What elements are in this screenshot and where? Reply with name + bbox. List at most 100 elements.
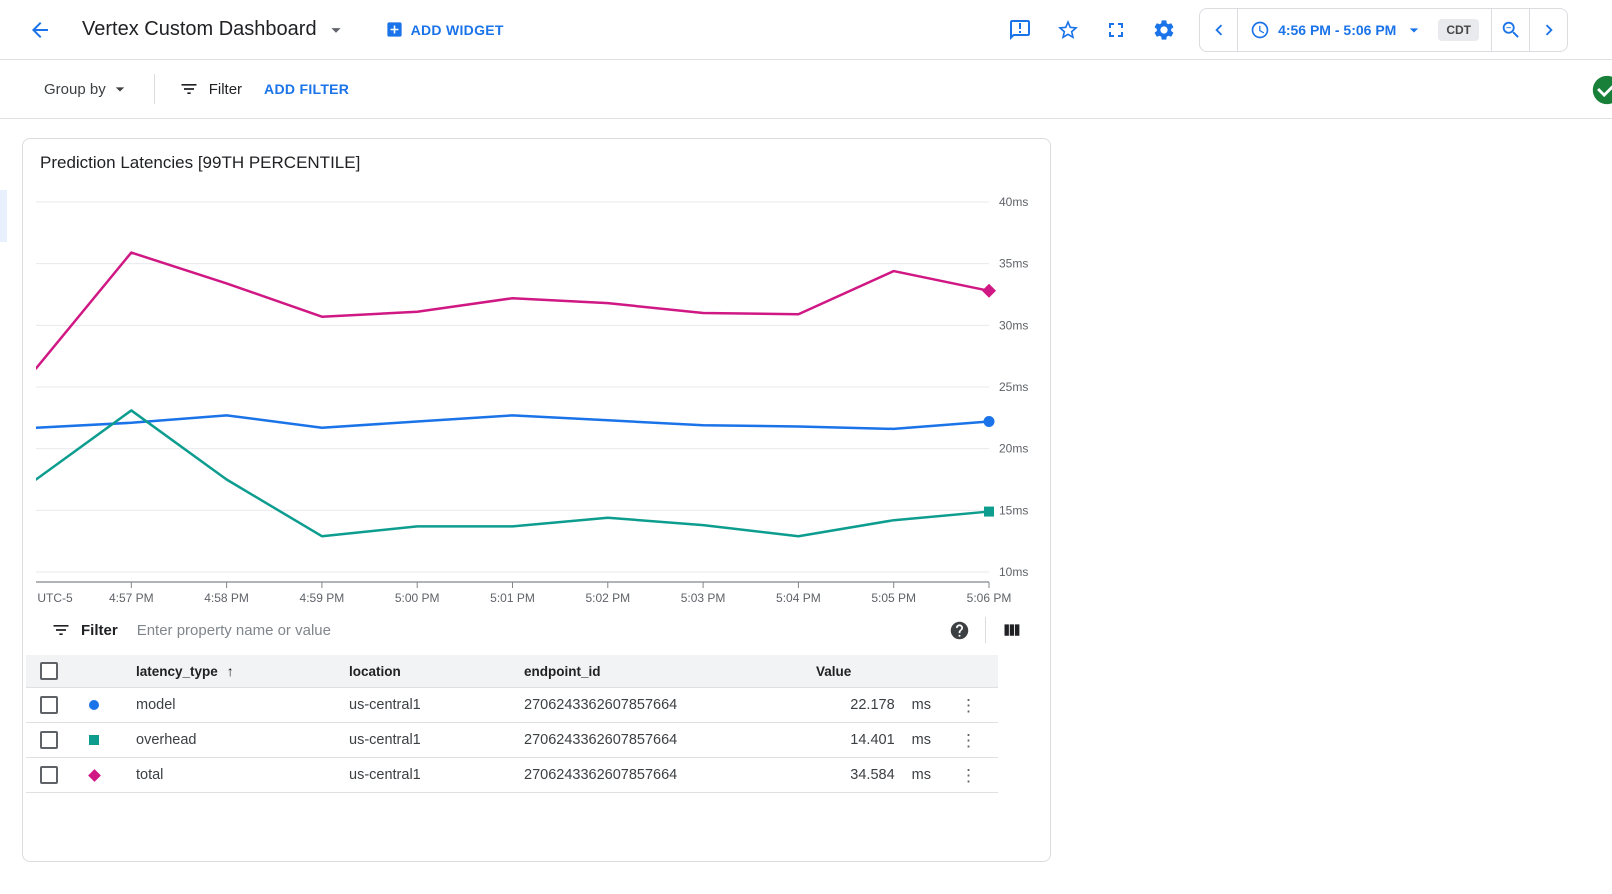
table-body: model us-central1 2706243362607857664 22…	[26, 688, 998, 793]
cell-location: us-central1	[349, 732, 421, 748]
zoom-out-button[interactable]	[1492, 9, 1529, 51]
time-range-button[interactable]: 4:56 PM - 5:06 PM CDT	[1238, 9, 1491, 51]
time-range-back-button[interactable]	[1200, 9, 1237, 51]
filter-icon	[53, 625, 69, 635]
svg-text:UTC-5: UTC-5	[37, 591, 73, 603]
row-menu-button[interactable]: ⋮	[960, 765, 977, 785]
cell-latency-type: model	[136, 697, 176, 713]
svg-text:5:04 PM: 5:04 PM	[776, 591, 821, 603]
svg-text:10ms: 10ms	[999, 565, 1028, 579]
add-filter-button[interactable]: ADD FILTER	[264, 81, 350, 97]
filter-label: Filter	[208, 80, 243, 98]
arrow-back-icon	[32, 21, 48, 38]
chevron-left-icon	[1214, 24, 1222, 35]
cell-endpoint-id: 2706243362607857664	[524, 767, 678, 783]
svg-text:5:01 PM: 5:01 PM	[490, 591, 535, 603]
add-box-icon	[386, 22, 402, 37]
filter-icon	[181, 84, 197, 94]
series-diamond-icon	[87, 768, 101, 782]
svg-text:25ms: 25ms	[999, 380, 1028, 394]
filter-button[interactable]: Filter	[179, 79, 242, 99]
column-settings-icon[interactable]	[1001, 620, 1022, 641]
cell-location: us-central1	[349, 697, 421, 713]
svg-text:30ms: 30ms	[999, 318, 1028, 332]
cell-value: 14.401 ms	[850, 732, 931, 748]
help-icon[interactable]	[949, 620, 970, 641]
table-row[interactable]: total us-central1 2706243362607857664 34…	[26, 758, 998, 793]
zoom-out-icon	[1502, 21, 1519, 38]
select-all-checkbox[interactable]	[40, 662, 58, 680]
chevron-down-icon	[115, 87, 124, 92]
fullscreen-icon	[1109, 22, 1124, 37]
svg-text:5:06 PM: 5:06 PM	[967, 591, 1012, 603]
svg-text:4:57 PM: 4:57 PM	[109, 591, 154, 603]
svg-text:4:59 PM: 4:59 PM	[300, 591, 345, 603]
svg-text:5:05 PM: 5:05 PM	[871, 591, 916, 603]
chevron-right-icon	[1545, 24, 1553, 35]
row-checkbox[interactable]	[40, 731, 58, 749]
status-check-icon[interactable]	[1590, 73, 1612, 107]
svg-text:40ms: 40ms	[999, 195, 1028, 209]
time-range-control: 4:56 PM - 5:06 PM CDT	[1199, 7, 1568, 52]
row-checkbox[interactable]	[40, 766, 58, 784]
table-row[interactable]: model us-central1 2706243362607857664 22…	[26, 688, 998, 723]
chevron-down-icon	[1410, 27, 1419, 32]
row-menu-button[interactable]: ⋮	[960, 730, 977, 750]
settings-button[interactable]	[1151, 17, 1177, 43]
series-circle-icon	[89, 700, 99, 710]
clock-icon	[1251, 21, 1269, 38]
row-checkbox[interactable]	[40, 696, 58, 714]
page-title: Vertex Custom Dashboard	[82, 18, 317, 40]
sort-ascending-icon: ↑	[226, 663, 234, 679]
timezone-badge: CDT	[1438, 18, 1479, 41]
collapsed-panel-edge[interactable]	[0, 190, 7, 242]
column-header-endpoint-id[interactable]: endpoint_id	[524, 663, 601, 679]
svg-text:20ms: 20ms	[999, 442, 1028, 456]
time-range-label: 4:56 PM - 5:06 PM	[1278, 21, 1397, 38]
cell-latency-type: total	[136, 767, 164, 783]
star-button[interactable]	[1055, 17, 1081, 43]
svg-text:15ms: 15ms	[999, 503, 1028, 517]
fullscreen-button[interactable]	[1103, 17, 1129, 43]
latency-table: latency_type ↑ location endpoint_id Valu…	[26, 655, 998, 793]
top-app-bar: Vertex Custom Dashboard ADD WIDGET 4:56 …	[0, 0, 1612, 60]
topbar-actions	[1007, 17, 1177, 43]
svg-text:5:03 PM: 5:03 PM	[681, 591, 726, 603]
svg-text:35ms: 35ms	[999, 257, 1028, 271]
series-square-icon	[89, 735, 99, 745]
dashboard-toolbar: Group by Filter ADD FILTER	[0, 60, 1612, 119]
cell-value: 34.584 ms	[850, 767, 931, 783]
svg-text:5:00 PM: 5:00 PM	[395, 591, 440, 603]
table-filter-input[interactable]	[134, 620, 949, 640]
add-widget-label: ADD WIDGET	[410, 21, 504, 38]
gear-icon	[1154, 19, 1174, 40]
cell-endpoint-id: 2706243362607857664	[524, 732, 678, 748]
svg-text:5:02 PM: 5:02 PM	[585, 591, 630, 603]
table-row[interactable]: overhead us-central1 2706243362607857664…	[26, 723, 998, 758]
table-header: latency_type ↑ location endpoint_id Valu…	[26, 655, 998, 688]
cell-endpoint-id: 2706243362607857664	[524, 697, 678, 713]
row-menu-button[interactable]: ⋮	[960, 695, 977, 715]
chevron-down-icon	[330, 27, 341, 33]
feedback-button[interactable]	[1007, 17, 1033, 43]
svg-text:4:58 PM: 4:58 PM	[204, 591, 249, 603]
cell-value: 22.178 ms	[850, 697, 931, 713]
table-filter-row: Filter	[51, 609, 1022, 651]
back-button[interactable]	[26, 16, 54, 44]
column-header-location[interactable]: location	[349, 663, 401, 679]
cell-location: us-central1	[349, 767, 421, 783]
latency-chart[interactable]: 40ms 35ms 30ms 25ms 20ms 15ms 10ms UTC-5 4:57 PM…	[36, 191, 1046, 603]
dashboard-switcher-caret[interactable]	[325, 19, 347, 41]
star-outline-icon	[1058, 19, 1079, 39]
feedback-icon	[1010, 19, 1031, 40]
table-filter-label: Filter	[81, 621, 118, 639]
column-header-latency-type[interactable]: latency_type ↑	[136, 663, 234, 679]
group-by-label: Group by	[44, 80, 106, 98]
group-by-dropdown[interactable]: Group by	[44, 79, 130, 99]
cell-latency-type: overhead	[136, 732, 197, 748]
chart-title: Prediction Latencies [99TH PERCENTILE]	[40, 153, 361, 172]
time-range-forward-button[interactable]	[1530, 9, 1567, 51]
add-widget-button[interactable]: ADD WIDGET	[385, 20, 504, 39]
latency-widget-card: Prediction Latencies [99TH PERCENTILE] 4…	[22, 138, 1051, 862]
column-header-value[interactable]: Value	[816, 663, 852, 679]
